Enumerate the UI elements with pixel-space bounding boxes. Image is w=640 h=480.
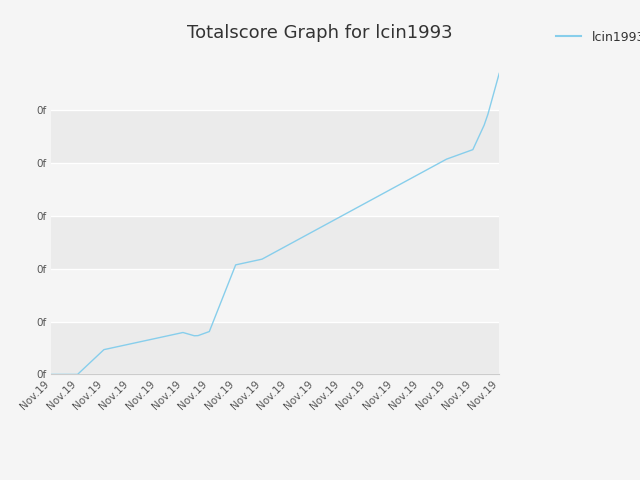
Bar (51, 216, 499, 269)
Bar (51, 163, 499, 216)
Bar (51, 58, 499, 110)
Bar (51, 269, 499, 322)
Legend: lcin1993: lcin1993 (552, 26, 640, 49)
Bar (51, 110, 499, 163)
Text: Totalscore Graph for lcin1993: Totalscore Graph for lcin1993 (187, 24, 453, 42)
Bar (51, 322, 499, 374)
